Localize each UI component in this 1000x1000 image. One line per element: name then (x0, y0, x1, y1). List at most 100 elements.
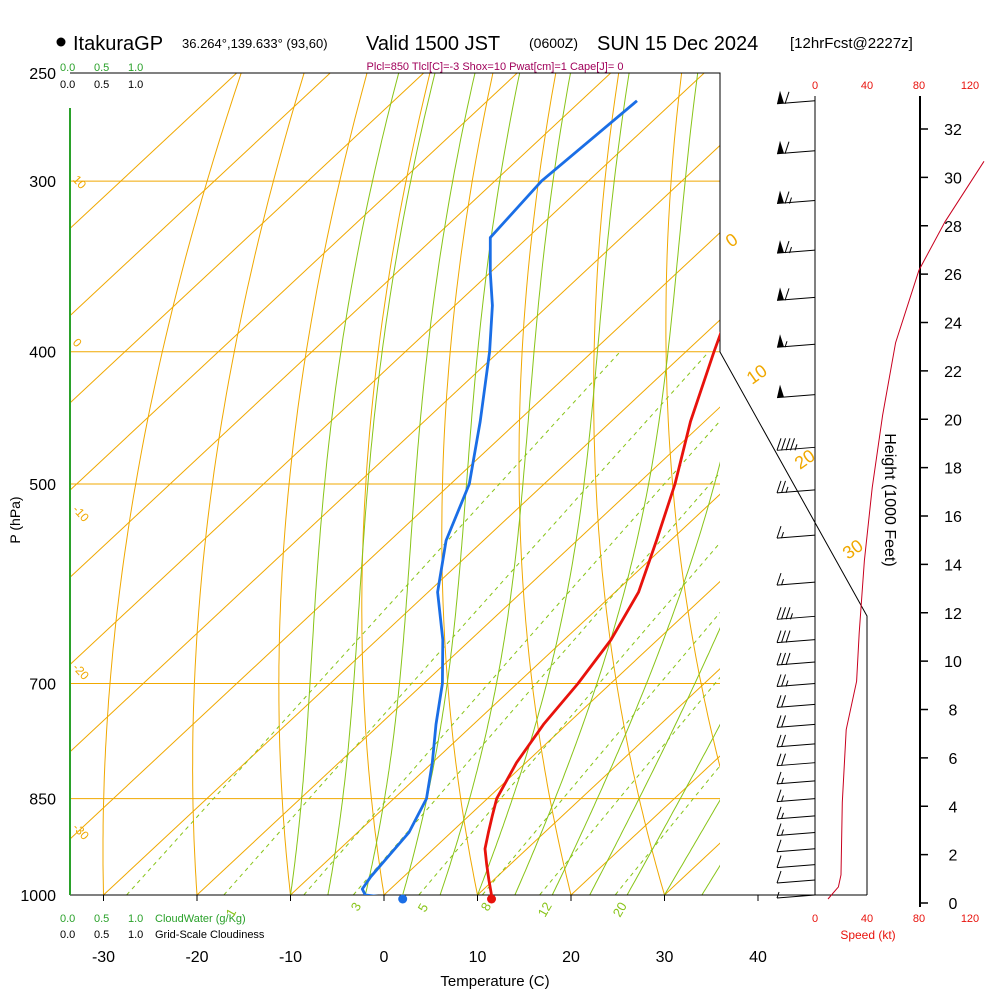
dry-adiabat-label-30: 30 (839, 535, 867, 563)
wind-barb-full (776, 572, 782, 586)
dry-adiabat-30 (593, 73, 666, 895)
moist-adiabat-6 (439, 73, 571, 895)
temp-label--30: -30 (92, 949, 115, 966)
height-label-10: 10 (944, 654, 962, 671)
wind-barb-half (781, 578, 784, 586)
wind-barb-full (785, 630, 791, 643)
y-axis-title: P (hPa) (7, 496, 23, 543)
mixing-ratio-1 (223, 351, 710, 895)
plot-envelope (70, 72, 868, 895)
wind-barb-staff (776, 534, 816, 539)
wind-barb-pennant (777, 140, 784, 154)
wind-barb-full (781, 438, 786, 451)
height-label-30: 30 (944, 170, 962, 187)
speed-tick-bottom-80: 80 (913, 913, 925, 925)
wind-barb-full (781, 630, 786, 643)
isotherm--50 (70, 144, 720, 753)
moist-adiabat-34 (701, 864, 720, 895)
isotherm-label-10: 10 (70, 172, 90, 192)
wind-barb-full (776, 607, 782, 620)
isotherm-10 (477, 668, 720, 895)
wind-barb-310 (776, 190, 816, 205)
moist-adiabat-18 (551, 461, 720, 895)
station-coords: 36.264°,139.633° (93,60) (182, 36, 328, 51)
wind-barb-1000 (776, 891, 816, 899)
cloudiness-top-1: 1.0 (128, 79, 143, 91)
pressure-label-700: 700 (29, 677, 56, 694)
isotherm--70 (70, 73, 612, 579)
wind-barb-staff (776, 581, 816, 586)
wind-barb-full (776, 806, 782, 819)
frame-layer (69, 72, 921, 907)
moist-adiabat-14 (514, 73, 699, 895)
wind-barb-full (776, 480, 782, 494)
wind-barb-full (781, 753, 786, 766)
wind-barb-950 (776, 855, 816, 869)
wind-barb-285 (776, 140, 816, 155)
tick-label-layer: 0246810121416182022242628303225030040050… (20, 66, 962, 966)
moist-adiabat-22 (589, 627, 720, 895)
wind-barb-900 (776, 823, 816, 837)
dry-adiabat-10 (441, 73, 494, 895)
dewpoint-profile-line (360, 99, 638, 895)
wind-barb-staff (776, 879, 816, 884)
forecast-info: [12hrFcst@2227z] (790, 35, 913, 52)
temperature-profile-line (483, 331, 720, 895)
mixing-ratio-label-20: 20 (610, 899, 630, 919)
wind-barb-full (785, 652, 791, 666)
valid-date: SUN 15 Dec 2024 (597, 33, 758, 55)
height-label-4: 4 (949, 799, 958, 816)
pressure-label-300: 300 (29, 174, 56, 191)
wind-barb-365 (776, 287, 816, 301)
wind-barb-full (781, 480, 786, 494)
wind-barb-pennant (777, 334, 784, 348)
wind-barb-full (784, 288, 790, 301)
wind-barb-full (781, 695, 786, 708)
wind-barb-staff (776, 894, 816, 899)
wind-barb-half (781, 812, 784, 819)
speed-profile-layer (827, 161, 985, 900)
stability-indices: Plcl=850 Tlcl[C]=-3 Shox=10 Pwat[cm]=1 C… (367, 61, 624, 73)
surface-temp-marker (487, 894, 497, 904)
wind-barb-full (781, 674, 786, 687)
wind-barb-full (784, 191, 790, 204)
pressure-label-250: 250 (29, 66, 56, 83)
wind-barb-975 (776, 870, 816, 884)
temp-label-0: 0 (380, 949, 389, 966)
cloudiness-top-0: 0.0 (60, 79, 75, 91)
wind-barb-pennant (777, 287, 784, 301)
height-label-18: 18 (944, 461, 962, 478)
mixing-ratio-0.4 (125, 351, 621, 895)
cloud-water-top-1: 1.0 (128, 62, 143, 74)
wind-barb-430 (776, 384, 816, 399)
isotherm-label--10: -10 (70, 502, 92, 524)
wind-barb-875 (776, 806, 816, 820)
cloud-water-top-05: 0.5 (94, 62, 109, 74)
wind-barb-full (776, 674, 782, 687)
height-label-24: 24 (944, 316, 962, 333)
wind-barb-staff (776, 489, 816, 494)
wind-barb-395 (776, 334, 816, 348)
moist-adiabat-10 (477, 73, 630, 895)
wind-barb-675 (776, 652, 816, 666)
height-label-14: 14 (944, 557, 962, 574)
dry-adiabat-label-0: 0 (722, 229, 742, 251)
moist-adiabat--2 (364, 73, 476, 895)
mixing-ratio-label-5: 5 (415, 901, 432, 915)
wind-barb-staff (776, 815, 816, 820)
wind-barb-full (781, 607, 786, 620)
height-label-0: 0 (949, 896, 958, 913)
temp-label-40: 40 (749, 949, 767, 966)
isotherm-label--20: -20 (70, 660, 92, 682)
wind-barb-full (781, 652, 786, 666)
wind-barb-470 (776, 438, 816, 451)
wind-barb-half (776, 891, 780, 899)
wind-barb-staff (776, 798, 816, 803)
wind-barb-staff (776, 762, 816, 767)
wind-barb-850 (776, 789, 816, 803)
wind-barb-staff (776, 615, 816, 620)
wind-barb-full (776, 753, 782, 766)
